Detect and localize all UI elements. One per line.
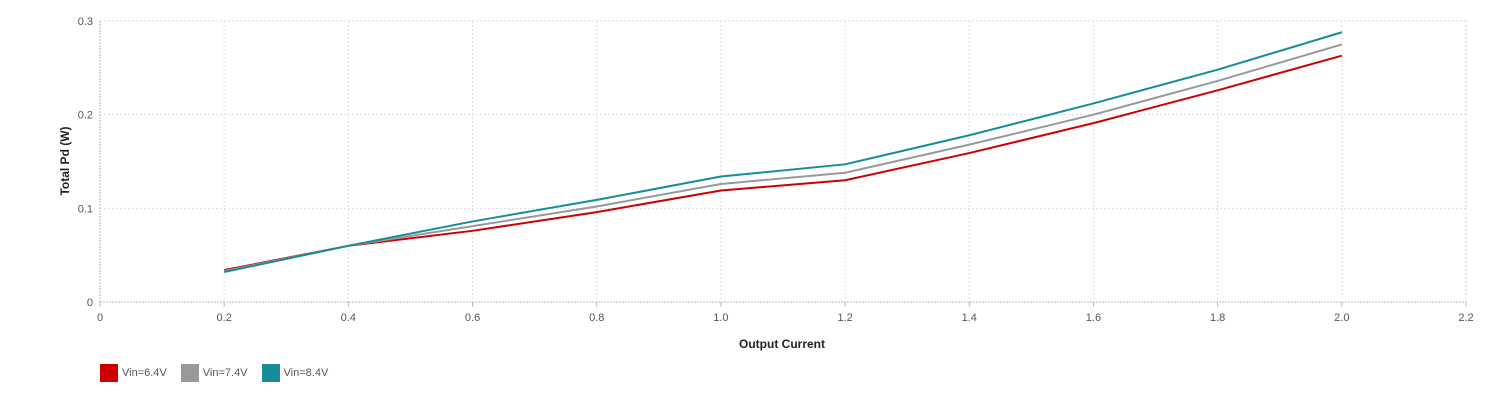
y-axis-title: Total Pd (W) [58,126,72,195]
legend: Vin=6.4V Vin=7.4V Vin=8.4V [100,364,328,382]
series-line-1 [223,54,1343,272]
legend-swatch [261,364,280,382]
x-tick-label: 2.2 [1458,312,1473,324]
legend-swatch [100,364,118,382]
series-line-2 [223,43,1343,273]
axes [99,21,1467,307]
grid [100,20,1467,302]
legend-swatch [180,364,199,382]
legend-label: Vin=7.4V [202,367,248,379]
x-tick-label: 0.8 [589,312,604,324]
tick-labels: 0 0.2 0.4 0.6 0.8 1.0 1.2 1.4 1.6 1.8 2.0 2.2 0 0.1 0.… [78,16,1474,324]
x-tick-label: 0.2 [217,312,232,324]
x-tick-label: 1.8 [1210,312,1225,324]
legend-item[interactable]: Vin=8.4V [261,364,329,382]
series-line-3 [223,31,1343,274]
y-tick-label: 0.1 [78,203,93,215]
legend-label: Vin=8.4V [283,367,329,379]
x-tick-label: 1.4 [962,312,977,324]
y-tick-label: 0 [87,297,93,309]
x-tick-label: 0 [97,312,103,324]
legend-item[interactable]: Vin=7.4V [180,364,248,382]
x-tick-label: 0.4 [341,312,356,324]
legend-item[interactable]: Vin=6.4V [100,364,167,382]
x-tick-label: 0.6 [465,312,480,324]
x-tick-label: 1.2 [837,312,852,324]
x-axis-title: Output Current [739,337,825,351]
y-tick-label: 0.3 [78,16,93,28]
y-tick-label: 0.2 [78,110,93,122]
x-tick-label: 1.6 [1086,312,1101,324]
series-lines [223,31,1343,274]
x-tick-label: 1.0 [713,312,728,324]
x-tick-label: 2.0 [1334,312,1349,324]
legend-label: Vin=6.4V [122,367,167,379]
